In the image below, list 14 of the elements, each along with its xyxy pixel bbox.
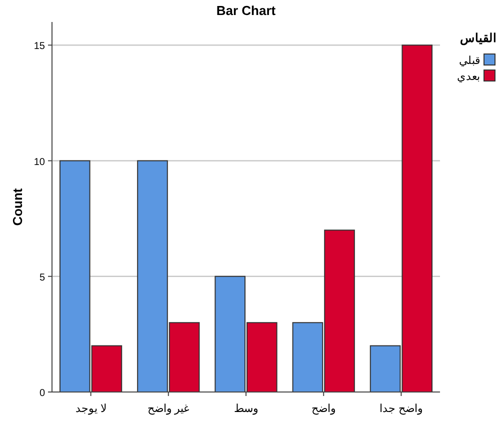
y-tick-label: 15 bbox=[34, 41, 46, 52]
legend-title: القياس bbox=[460, 31, 496, 46]
legend-label: قبلي bbox=[459, 55, 480, 67]
legend-label: بعدي bbox=[457, 71, 480, 83]
y-tick-label: 0 bbox=[39, 388, 46, 399]
x-tick-label: واضح bbox=[312, 403, 336, 415]
x-tick-label: غير واضح bbox=[147, 403, 190, 415]
y-axis-title: Count bbox=[10, 188, 25, 226]
y-tick-label: 10 bbox=[34, 156, 46, 168]
x-tick-label: لا يوجد bbox=[75, 403, 106, 415]
x-tick-label: واضح جدا bbox=[380, 403, 423, 415]
x-tick-label: وسط bbox=[234, 403, 258, 415]
chart-title: Bar Chart bbox=[216, 3, 276, 18]
y-tick-label: 5 bbox=[39, 272, 46, 284]
